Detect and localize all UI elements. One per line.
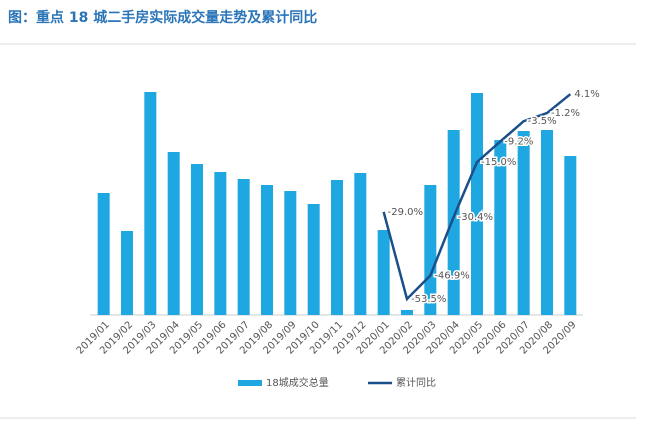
data-label: -29.0% [388, 207, 423, 218]
data-label: -53.5% [411, 294, 446, 305]
bar [97, 193, 110, 315]
bar [191, 164, 203, 315]
bar [261, 185, 273, 315]
bar [517, 131, 530, 315]
legend-swatch [238, 380, 262, 386]
bar [401, 310, 413, 315]
bar [331, 180, 343, 315]
data-label: 4.1% [574, 89, 599, 100]
bar [564, 156, 577, 315]
bar [237, 179, 250, 315]
bar [494, 140, 507, 315]
bar [471, 93, 483, 315]
bar [144, 92, 157, 315]
data-label: -46.9% [434, 271, 469, 282]
legend-label: 18城成交总量 [266, 376, 329, 389]
data-label: -1.2% [551, 108, 580, 119]
data-label: -15.0% [481, 157, 516, 168]
bar [354, 173, 367, 315]
data-label: -30.4% [458, 212, 493, 223]
bar [307, 204, 320, 315]
line [382, 93, 572, 302]
bar [121, 231, 133, 315]
data-label: -3.5% [528, 116, 557, 127]
bar [214, 172, 227, 315]
data-label: -9.2% [504, 136, 533, 147]
legend-label: 累计同比 [396, 376, 436, 389]
bar [377, 230, 390, 315]
bar [284, 191, 297, 315]
bar [167, 152, 180, 315]
bar [447, 130, 460, 315]
chart-title: 图：重点 18 城二手房实际成交量走势及累计同比 [8, 9, 317, 26]
bar [541, 130, 553, 315]
bar [424, 185, 437, 315]
